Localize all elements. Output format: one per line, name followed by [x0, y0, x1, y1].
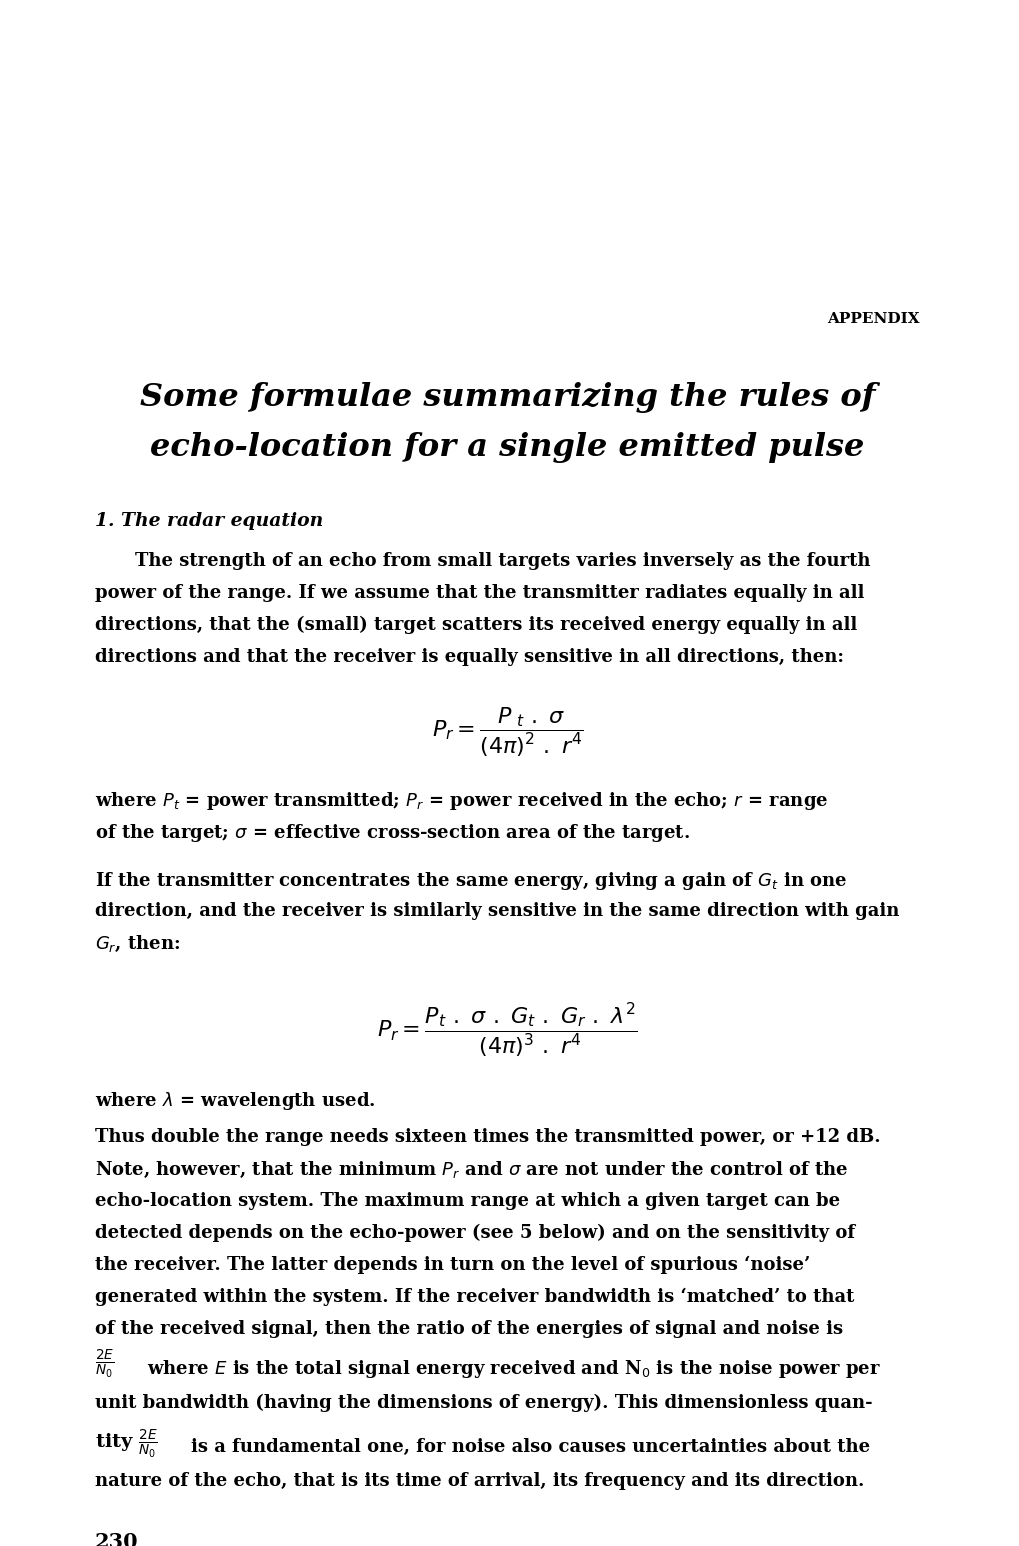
- Text: Some formulae summarizing the rules of: Some formulae summarizing the rules of: [140, 382, 874, 413]
- Text: generated within the system. If the receiver bandwidth is ‘matched’ to that: generated within the system. If the rece…: [95, 1288, 854, 1306]
- Text: echo-location system. The maximum range at which a given target can be: echo-location system. The maximum range …: [95, 1192, 840, 1211]
- Text: echo-location for a single emitted pulse: echo-location for a single emitted pulse: [150, 431, 864, 462]
- Text: where $E$ is the total signal energy received and N$_0$ is the noise power per: where $E$ is the total signal energy rec…: [147, 1357, 880, 1381]
- Text: of the target; $\sigma$ = effective cross-section area of the target.: of the target; $\sigma$ = effective cros…: [95, 822, 690, 844]
- Text: unit bandwidth (having the dimensions of energy). This dimensionless quan-: unit bandwidth (having the dimensions of…: [95, 1394, 872, 1411]
- Text: 1. The radar equation: 1. The radar equation: [95, 512, 323, 530]
- Text: If the transmitter concentrates the same energy, giving a gain of $G_t$ in one: If the transmitter concentrates the same…: [95, 870, 847, 892]
- Text: Note, however, that the minimum $P_r$ and $\sigma$ are not under the control of : Note, however, that the minimum $P_r$ an…: [95, 1160, 848, 1180]
- Text: tity $\frac{2E}{N_0}$: tity $\frac{2E}{N_0}$: [95, 1429, 158, 1461]
- Text: directions, that the (small) target scatters its received energy equally in all: directions, that the (small) target scat…: [95, 615, 856, 634]
- Text: Thus double the range needs sixteen times the transmitted power, or +12 dB.: Thus double the range needs sixteen time…: [95, 1129, 879, 1146]
- Text: $\frac{2E}{N_0}$: $\frac{2E}{N_0}$: [95, 1348, 114, 1381]
- Text: nature of the echo, that is its time of arrival, its frequency and its direction: nature of the echo, that is its time of …: [95, 1472, 863, 1490]
- Text: the receiver. The latter depends in turn on the level of spurious ‘noise’: the receiver. The latter depends in turn…: [95, 1255, 809, 1274]
- Text: of the received signal, then the ratio of the energies of signal and noise is: of the received signal, then the ratio o…: [95, 1320, 843, 1337]
- Text: direction, and the receiver is similarly sensitive in the same direction with ga: direction, and the receiver is similarly…: [95, 901, 899, 920]
- Text: where $P_t$ = power transmitted; $P_r$ = power received in the echo; $r$ = range: where $P_t$ = power transmitted; $P_r$ =…: [95, 790, 827, 812]
- Text: directions and that the receiver is equally sensitive in all directions, then:: directions and that the receiver is equa…: [95, 648, 843, 666]
- Text: APPENDIX: APPENDIX: [826, 312, 919, 326]
- Text: where $\lambda$ = wavelength used.: where $\lambda$ = wavelength used.: [95, 1090, 375, 1112]
- Text: $P_r = \dfrac{P_t\ .\ \sigma\ .\ G_t\ .\ G_r\ .\ \lambda^2}{(4\pi)^3\ .\ r^4}$: $P_r = \dfrac{P_t\ .\ \sigma\ .\ G_t\ .\…: [377, 1002, 637, 1061]
- Text: The strength of an echo from small targets varies inversely as the fourth: The strength of an echo from small targe…: [135, 552, 869, 570]
- Text: power of the range. If we assume that the transmitter radiates equally in all: power of the range. If we assume that th…: [95, 584, 863, 601]
- Text: detected depends on the echo-power (see 5 below) and on the sensitivity of: detected depends on the echo-power (see …: [95, 1224, 854, 1243]
- Text: 230: 230: [95, 1532, 139, 1546]
- Text: is a fundamental one, for noise also causes uncertainties about the: is a fundamental one, for noise also cau…: [191, 1438, 869, 1456]
- Text: $P_r = \dfrac{P_{\ t}\ .\ \sigma}{(4\pi)^2\ .\ r^4}$: $P_r = \dfrac{P_{\ t}\ .\ \sigma}{(4\pi)…: [431, 707, 583, 759]
- Text: $G_r$, then:: $G_r$, then:: [95, 934, 180, 954]
